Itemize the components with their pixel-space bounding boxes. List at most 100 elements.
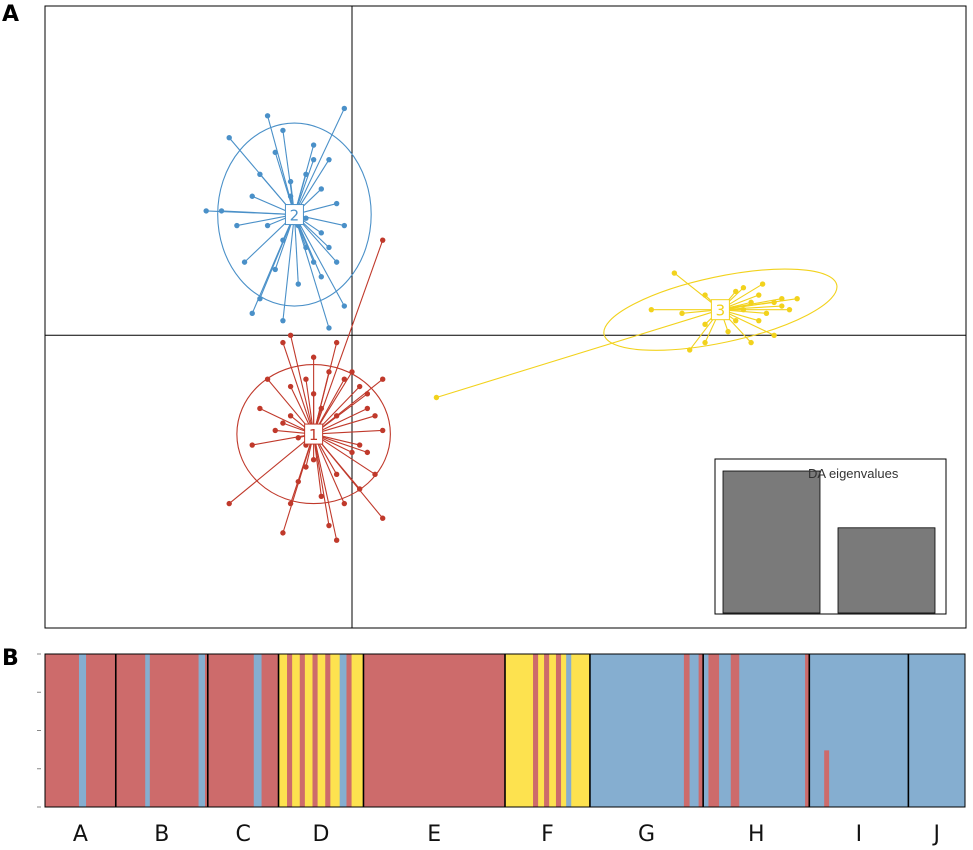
cluster-1-point-11 xyxy=(333,339,340,346)
cluster-2-point-25 xyxy=(341,222,348,229)
structure-group-B-background xyxy=(115,654,208,807)
population-label-G: G xyxy=(638,822,656,847)
structure-stripe-0 xyxy=(78,654,87,807)
inset-title: DA eigenvalues xyxy=(808,466,899,481)
population-label-J: J xyxy=(933,822,940,847)
structure-stripe-9 xyxy=(339,654,347,807)
cluster-2-ray-14 xyxy=(293,214,330,329)
population-label-D: D xyxy=(312,822,330,847)
cluster-2-point-31 xyxy=(326,244,332,251)
cluster-1-point-21 xyxy=(303,464,309,470)
population-label-F: F xyxy=(541,822,554,847)
cluster-3-point-14 xyxy=(794,296,800,302)
structure-stripe-3 xyxy=(253,654,262,807)
cluster-2-point-21 xyxy=(287,193,294,199)
cluster-1-point-41 xyxy=(287,383,294,390)
cluster-1-point-10 xyxy=(372,413,378,419)
cluster-1-point-1 xyxy=(380,376,386,382)
cluster-1-point-39 xyxy=(333,537,340,543)
cluster-1-point-33 xyxy=(295,435,301,441)
cluster-1-point-32 xyxy=(318,405,324,412)
cluster-1-point-7 xyxy=(356,383,363,390)
cluster-2-point-3 xyxy=(272,149,278,156)
structure-stripe-6 xyxy=(299,654,305,807)
structure-stripe-1 xyxy=(145,654,150,807)
cluster-1-point-31 xyxy=(310,391,317,397)
cluster-2-point-2 xyxy=(287,178,294,185)
cluster-1-point-15 xyxy=(249,442,255,448)
cluster-1-point-3 xyxy=(356,442,363,448)
cluster-1-point-12 xyxy=(310,354,317,360)
structure-stripe-14 xyxy=(555,654,562,807)
cluster-2-point-29 xyxy=(257,171,263,178)
eigenvalue-bar-2 xyxy=(837,527,936,614)
cluster-1-point-5 xyxy=(349,369,355,375)
cluster-1-point-16 xyxy=(272,427,278,434)
cluster-1-point-40 xyxy=(257,405,263,412)
cluster-2-point-16 xyxy=(272,266,278,273)
cluster-3-point-22 xyxy=(740,285,747,291)
cluster-3-point-13 xyxy=(786,306,793,313)
cluster-1-ray-10 xyxy=(313,415,376,435)
cluster-2-point-4 xyxy=(264,113,271,119)
cluster-3-point-7 xyxy=(748,339,754,346)
cluster-1-point-13 xyxy=(287,332,294,338)
structure-stripe-10 xyxy=(346,654,352,807)
cluster-1-point-20 xyxy=(310,456,317,463)
cluster-1-ray-0 xyxy=(313,239,384,435)
cluster-1-point-27 xyxy=(341,500,348,507)
cluster-2-point-36 xyxy=(318,230,324,236)
cluster-3-label: 3 xyxy=(716,302,726,320)
cluster-2-point-23 xyxy=(318,186,324,192)
cluster-2-ray-20 xyxy=(282,214,295,321)
cluster-1-point-8 xyxy=(364,391,371,397)
cluster-2-point-30 xyxy=(249,193,255,199)
cluster-1-point-9 xyxy=(364,405,371,412)
cluster-2-point-17 xyxy=(257,296,263,302)
cluster-1-point-29 xyxy=(380,515,386,521)
eigenvalue-bar-1 xyxy=(722,470,821,614)
cluster-3-ellipse xyxy=(603,268,838,351)
structure-stripe-16 xyxy=(683,654,690,807)
cluster-2-point-9 xyxy=(280,237,286,243)
cluster-3-point-18 xyxy=(740,306,747,313)
cluster-2-point-1 xyxy=(310,156,317,163)
cluster-3-point-23 xyxy=(725,328,731,335)
structure-stripe-21 xyxy=(824,750,830,807)
cluster-2-label-box xyxy=(284,204,304,226)
cluster-2-point-27 xyxy=(310,142,317,148)
population-label-C: C xyxy=(235,822,251,847)
cluster-1-point-0 xyxy=(380,237,386,243)
cluster-1-ray-14 xyxy=(282,342,315,435)
population-label-E: E xyxy=(427,822,442,847)
cluster-2-point-13 xyxy=(341,303,348,309)
cluster-2-point-33 xyxy=(303,215,309,221)
cluster-2-point-7 xyxy=(203,208,209,214)
cluster-3-point-1 xyxy=(671,270,678,276)
population-label-H: H xyxy=(747,822,765,847)
cluster-3-label-box xyxy=(710,299,730,321)
cluster-1-point-19 xyxy=(226,500,232,507)
cluster-3-point-19 xyxy=(748,299,754,306)
cluster-2-ellipse xyxy=(217,122,372,307)
cluster-3-point-16 xyxy=(756,317,762,324)
cluster-3-point-0 xyxy=(433,394,440,401)
cluster-3-point-24 xyxy=(702,321,708,328)
cluster-1-point-28 xyxy=(356,486,363,492)
cluster-2-point-20 xyxy=(280,317,286,324)
cluster-2-point-10 xyxy=(303,244,309,251)
cluster-1-point-22 xyxy=(295,478,301,485)
cluster-3-point-15 xyxy=(763,310,770,317)
cluster-1-label: 1 xyxy=(309,426,319,444)
cluster-2-point-22 xyxy=(303,171,309,178)
structure-group-C-background xyxy=(207,654,279,807)
cluster-2-point-24 xyxy=(333,200,340,207)
cluster-2-point-28 xyxy=(280,127,286,134)
cluster-2-point-12 xyxy=(318,274,324,280)
cluster-1-point-24 xyxy=(318,493,324,499)
cluster-2-label: 2 xyxy=(290,207,300,225)
structure-stripe-5 xyxy=(287,654,293,807)
cluster-1-label-box xyxy=(304,423,324,445)
cluster-3-point-8 xyxy=(771,332,777,338)
structure-stripe-17 xyxy=(698,654,704,807)
